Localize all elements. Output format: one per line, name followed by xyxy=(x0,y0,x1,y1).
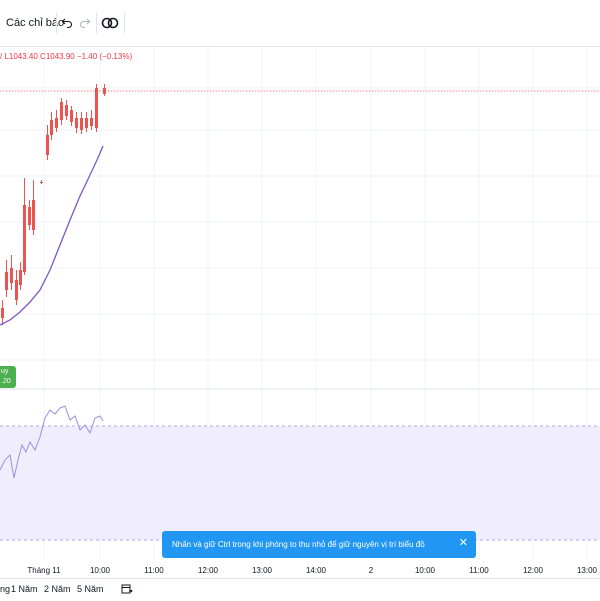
zoom-hint-tooltip: Nhấn và giữ Ctrl trong khi phóng to thu … xyxy=(162,531,476,558)
indicators-button[interactable]: Các chỉ báo xyxy=(6,13,64,33)
indicators-label: Các chỉ báo xyxy=(6,17,65,29)
candle-body xyxy=(1,308,4,318)
candle-body xyxy=(40,182,43,183)
price-chart[interactable] xyxy=(0,46,600,578)
undo-icon xyxy=(61,18,72,29)
time-axis-label: 14:00 xyxy=(305,566,327,575)
candle-body xyxy=(19,270,22,285)
candle-body xyxy=(80,118,83,130)
candle-body xyxy=(50,120,53,135)
time-axis-label: 12:00 xyxy=(522,566,544,575)
range-button[interactable]: ng xyxy=(0,584,11,594)
toolbar-divider xyxy=(96,13,97,33)
range-bar: ng 1 Năm 2 Năm 5 Năm xyxy=(0,578,600,601)
time-axis-label: 12:00 xyxy=(197,566,219,575)
rsi-line xyxy=(0,405,104,479)
top-toolbar: Các chỉ báo xyxy=(0,0,600,47)
calendar-range-icon-glyph xyxy=(121,584,133,594)
time-axis-label: 10:00 xyxy=(89,566,111,575)
buy-marker[interactable]: uy .20 xyxy=(0,366,16,388)
candle-body xyxy=(23,205,26,272)
candle-body xyxy=(55,118,58,128)
time-axis-label: 11:00 xyxy=(469,566,489,575)
candles-group xyxy=(1,84,106,325)
candle-body xyxy=(5,272,8,290)
time-axis-label: 10:00 xyxy=(414,566,436,575)
range-button-1y[interactable]: 1 Năm xyxy=(11,584,38,594)
candle-body xyxy=(70,110,73,122)
calendar-range-icon[interactable] xyxy=(121,583,133,597)
time-axis-label: 11:00 xyxy=(144,566,164,575)
candle-body xyxy=(103,88,106,94)
candle-body xyxy=(32,200,35,230)
candle-body xyxy=(65,105,68,116)
rsi-band xyxy=(0,426,600,540)
candle-body xyxy=(90,118,93,126)
time-axis-label: 13:00 xyxy=(576,566,598,575)
ohlc-legend: / L1043.40 C1043.90 −1.40 (−0.13%) xyxy=(0,52,133,61)
candle-body xyxy=(75,118,78,128)
candle-body xyxy=(10,268,13,283)
close-icon[interactable]: ✕ xyxy=(458,537,468,549)
range-button-5y[interactable]: 5 Năm xyxy=(77,584,104,594)
moving-average-line xyxy=(0,145,104,326)
range-button-2y[interactable]: 2 Năm xyxy=(44,584,71,594)
candle-body xyxy=(28,207,31,225)
candle-body xyxy=(15,280,18,300)
zoom-hint-text: Nhấn và giữ Ctrl trong khi phóng to thu … xyxy=(172,540,425,549)
time-axis-label: 2 xyxy=(368,566,374,575)
replay-icon xyxy=(101,17,119,29)
redo-icon xyxy=(80,18,91,29)
buy-marker-line2: .20 xyxy=(1,378,11,385)
replay-button[interactable] xyxy=(101,13,119,33)
candle-body xyxy=(85,118,88,128)
time-axis-label: Tháng 11 xyxy=(27,566,61,575)
undo-button[interactable] xyxy=(61,13,73,33)
candle-body xyxy=(95,88,98,128)
redo-button[interactable] xyxy=(79,13,91,33)
buy-marker-line1: uy xyxy=(1,368,9,375)
candle-body xyxy=(46,135,49,155)
toolbar-divider xyxy=(56,13,57,33)
time-axis-label: 13:00 xyxy=(251,566,273,575)
toolbar-divider xyxy=(124,13,125,33)
candle-body xyxy=(60,102,63,120)
